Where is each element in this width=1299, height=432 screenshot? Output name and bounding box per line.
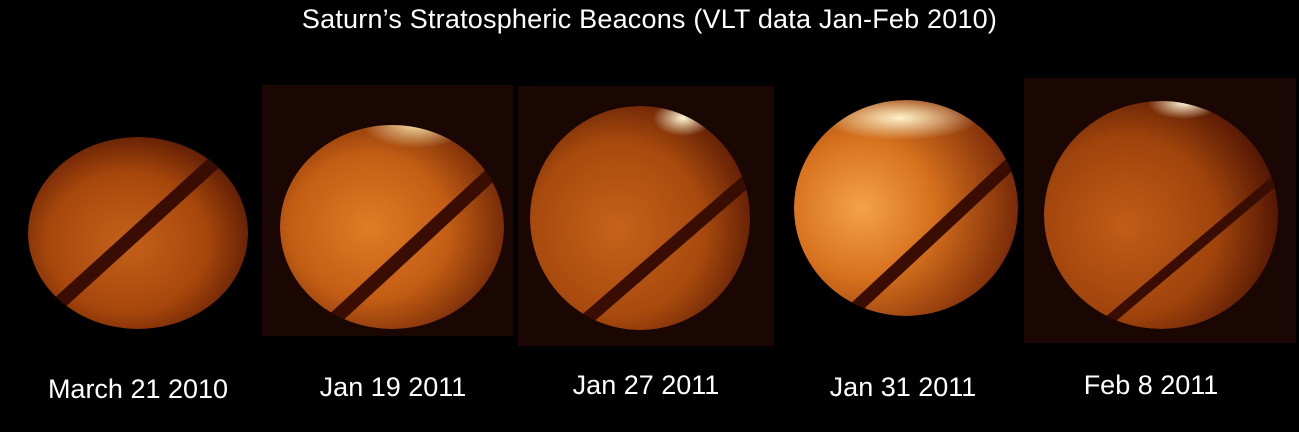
- saturn-image-march-21-2010: [25, 130, 251, 335]
- caption-jan-19-2011: Jan 19 2011: [319, 372, 467, 402]
- saturn-image-jan-27-2011: [518, 86, 774, 346]
- saturn-image-jan-31-2011: [790, 98, 1022, 320]
- saturn-image-feb-8-2011: [1024, 78, 1296, 343]
- caption-jan-27-2011: Jan 27 2011: [572, 370, 720, 400]
- saturn-image-jan-19-2011: [262, 85, 513, 336]
- figure-title: Saturn’s Stratospheric Beacons (VLT data…: [301, 4, 998, 34]
- caption-march-21-2010: March 21 2010: [47, 374, 229, 404]
- caption-jan-31-2011: Jan 31 2011: [829, 372, 977, 402]
- caption-feb-8-2011: Feb 8 2011: [1083, 370, 1219, 400]
